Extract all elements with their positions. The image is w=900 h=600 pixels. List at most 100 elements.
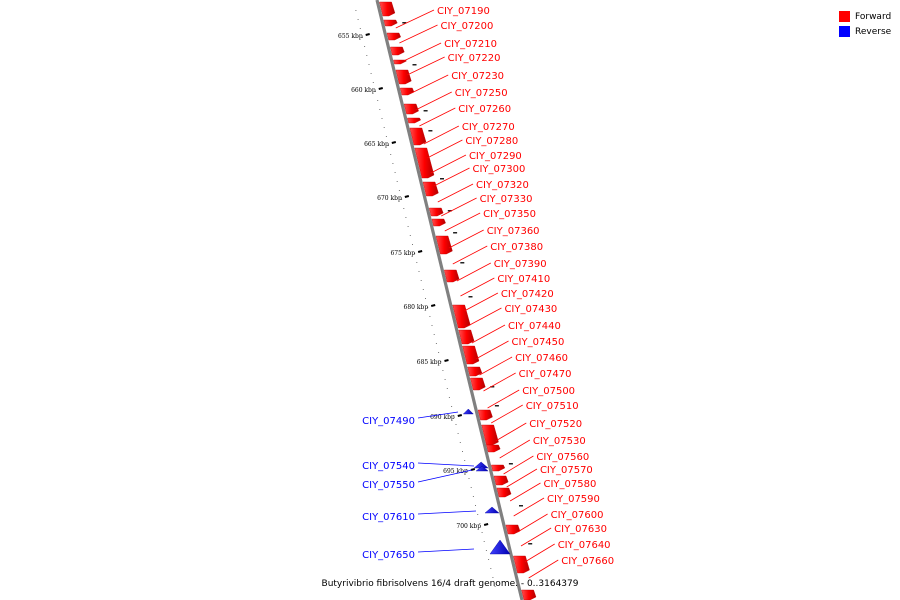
forward-gene-label: CIY_07560	[536, 452, 589, 463]
reverse-gene	[484, 506, 500, 514]
scale-dot	[420, 280, 422, 281]
forward-gene	[395, 69, 412, 85]
forward-leader	[487, 389, 520, 409]
scale-dot	[485, 550, 487, 551]
forward-leader	[509, 482, 541, 502]
scale-dot	[368, 64, 370, 65]
scale-ticks: 655 kbp 660 kbp 665 kbp 670 kbp 675 kbp 680 k…	[338, 33, 489, 530]
scale-dot	[442, 370, 444, 371]
tick-label: 655 kbp	[338, 33, 363, 40]
forward-leader	[467, 307, 502, 327]
forward-leader	[503, 455, 534, 475]
forward-leader	[452, 245, 488, 265]
forward-gene	[429, 207, 444, 217]
tick-mark	[444, 359, 449, 362]
reverse-gene-label: CIY_07610	[362, 512, 415, 523]
scale-dot	[403, 208, 405, 209]
tick-mark	[430, 304, 436, 307]
scale-dot	[464, 460, 466, 461]
forward-leader	[415, 91, 452, 111]
scale-dot	[475, 505, 476, 506]
tick-label: 695 kbp	[443, 468, 468, 475]
feature-mark	[440, 178, 444, 180]
reverse-gene-label: CIY_07490	[362, 416, 415, 427]
legend-forward-label: Forward	[855, 11, 892, 22]
scale-dot	[364, 46, 366, 47]
forward-leader	[427, 139, 463, 159]
scale-dot	[492, 577, 494, 578]
forward-gene	[477, 409, 493, 421]
forward-leader	[460, 277, 495, 297]
forward-leader	[520, 527, 552, 547]
feature-mark	[528, 543, 533, 545]
legend-reverse: Reverse	[839, 24, 891, 39]
scale-dot	[427, 307, 429, 308]
feature-mark	[447, 210, 452, 212]
forward-gene-label: CIY_07660	[561, 556, 614, 567]
forward-gene	[444, 269, 460, 283]
tick-mark	[457, 414, 463, 417]
forward-gene	[393, 59, 407, 65]
forward-gene	[521, 589, 537, 600]
forward-gene-label: CIY_07330	[480, 194, 533, 205]
scale-dot	[446, 388, 448, 389]
tick-label: 660 kbp	[351, 87, 376, 94]
forward-gene	[379, 1, 396, 17]
forward-gene	[481, 424, 499, 446]
scale-dot	[457, 433, 459, 434]
tick-label: 680 kbp	[404, 304, 429, 311]
forward-leader	[419, 107, 456, 127]
forward-gene-label: CIY_07290	[469, 151, 522, 162]
gene-labels: CIY_07190 CIY_07200 CIY_07210 CIY_07220 CIY_…	[362, 6, 614, 579]
scale-dot	[361, 37, 363, 38]
forward-gene-label: CIY_07350	[483, 209, 536, 220]
genome-caption: Butyrivibrio fibrisolvens 16/4 draft gen…	[321, 579, 579, 589]
reverse-gene-label: CIY_07550	[362, 480, 415, 491]
scale-dot	[438, 352, 440, 353]
forward-gene-label: CIY_07460	[515, 353, 568, 364]
forward-leader	[517, 513, 548, 533]
reverse-leader	[417, 510, 477, 515]
scale-dot	[466, 469, 468, 470]
reverse-leader	[417, 469, 473, 483]
tick-mark	[417, 250, 423, 253]
scale-dot	[459, 442, 461, 443]
scale-dot	[388, 145, 389, 146]
scale-dot	[462, 451, 463, 452]
forward-leader	[406, 56, 445, 76]
forward-gene	[491, 464, 506, 472]
reverse-gene	[475, 465, 489, 472]
forward-gene-label: CIY_07420	[501, 289, 554, 300]
scale-dot	[412, 244, 413, 245]
forward-gene	[407, 117, 421, 124]
scale-dot	[398, 190, 400, 191]
scale-dot	[418, 271, 420, 272]
legend-forward: Forward	[839, 9, 891, 24]
forward-leader	[399, 24, 438, 44]
forward-leader	[423, 125, 460, 145]
scale-dots	[355, 10, 496, 587]
scale-dot	[372, 82, 374, 83]
legend-reverse-label: Reverse	[855, 26, 892, 37]
tick-label: 665 kbp	[364, 141, 389, 148]
scale-dot	[392, 163, 394, 164]
forward-gene-label: CIY_07640	[558, 540, 611, 551]
scale-dot	[359, 28, 361, 29]
scale-dot	[355, 10, 357, 11]
scale-dot	[425, 298, 426, 299]
forward-gene	[390, 46, 405, 56]
scale-dot	[483, 541, 485, 542]
scale-dot	[401, 199, 403, 200]
scale-dot	[381, 118, 383, 119]
forward-gene-label: CIY_07530	[533, 436, 586, 447]
forward-leader	[464, 292, 499, 312]
forward-gene-label: CIY_07320	[476, 180, 529, 191]
forward-gene-label: CIY_07600	[551, 510, 604, 521]
reverse-leader	[417, 548, 475, 553]
forward-swatch	[839, 11, 850, 22]
forward-leader	[499, 439, 531, 459]
forward-gene-label: CIY_07300	[473, 164, 526, 175]
forward-leader	[491, 404, 523, 424]
forward-gene	[383, 19, 398, 27]
reverse-leader	[417, 411, 459, 419]
